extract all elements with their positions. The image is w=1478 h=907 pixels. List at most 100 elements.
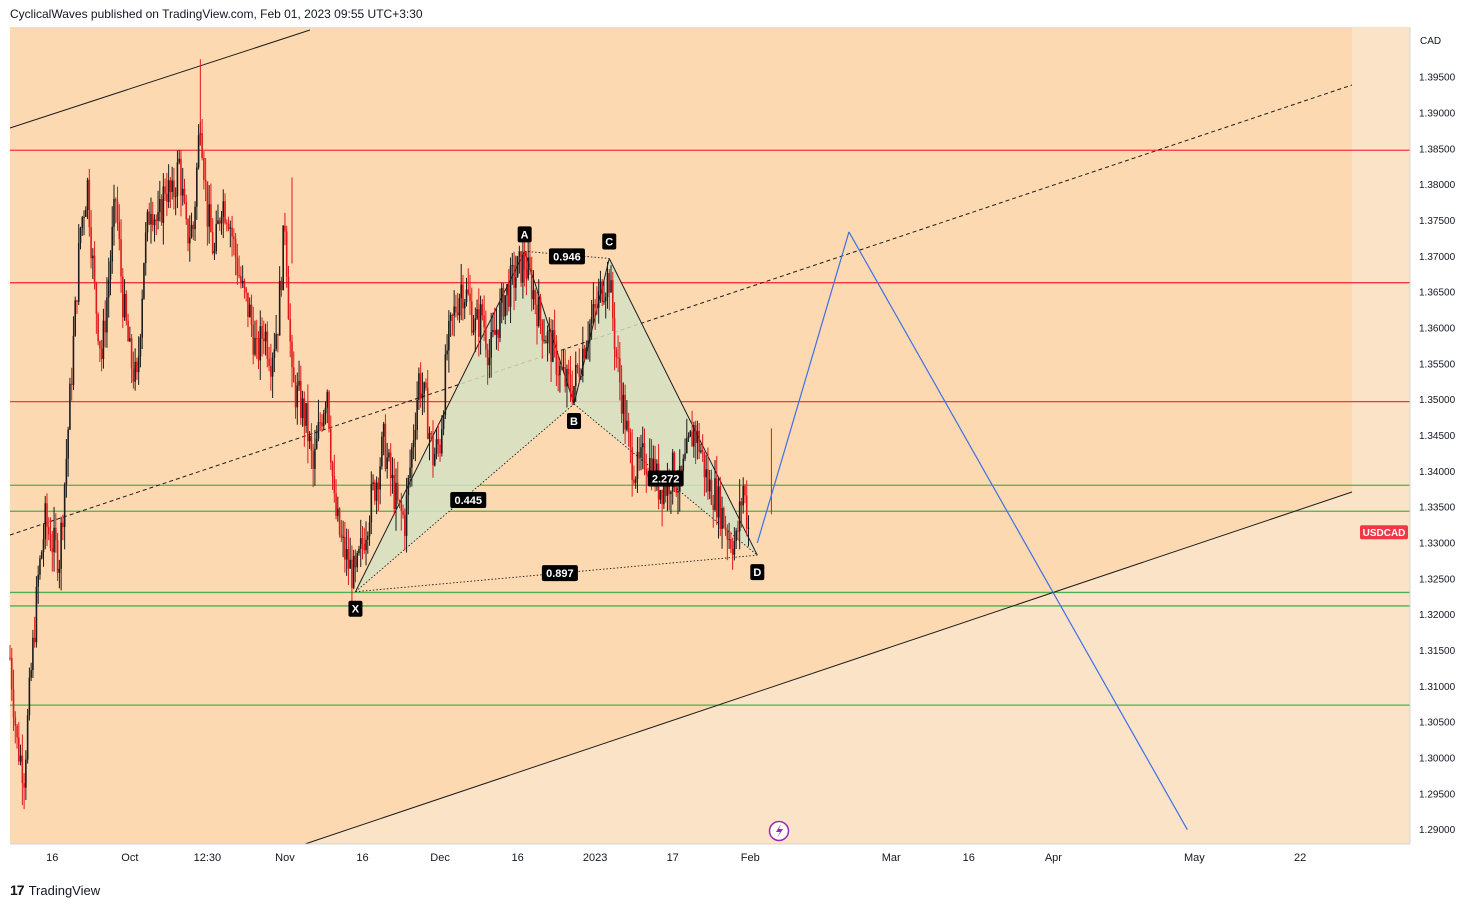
candle-body xyxy=(9,657,11,659)
candle-body xyxy=(159,199,161,213)
candle-body xyxy=(747,527,750,529)
price-tick-label: 1.37500 xyxy=(1419,216,1456,227)
time-tick-label: Nov xyxy=(275,852,295,864)
candle-body xyxy=(329,428,332,463)
candle-body xyxy=(502,287,505,317)
candle-body xyxy=(615,349,618,358)
candle-body xyxy=(240,275,242,284)
candle-body xyxy=(395,482,397,509)
publisher-line: CyclicalWaves published on TradingView.c… xyxy=(10,7,423,21)
candle-body xyxy=(261,326,263,339)
candle-body xyxy=(626,420,628,430)
candle-body xyxy=(467,289,470,294)
candle-body xyxy=(414,430,417,441)
tradingview-brand: TradingView xyxy=(28,882,101,898)
candle-body xyxy=(527,257,529,279)
candle-body xyxy=(530,269,533,300)
candle-body xyxy=(278,280,281,336)
candle-body xyxy=(363,544,366,551)
price-tick-label: 1.33500 xyxy=(1419,503,1456,514)
candle-body xyxy=(587,340,589,348)
flash-icon[interactable] xyxy=(768,820,790,842)
pattern-leg[interactable] xyxy=(608,258,758,556)
candle-body xyxy=(319,422,321,424)
candle-body xyxy=(328,391,330,429)
candle-body xyxy=(687,436,690,439)
candle-body xyxy=(282,225,284,291)
pattern-point-X: X xyxy=(352,604,360,616)
candle-body xyxy=(386,457,388,469)
channel-upper-line[interactable] xyxy=(9,29,311,129)
candle-body xyxy=(277,333,279,336)
price-tick-label: 1.32500 xyxy=(1419,574,1456,585)
candle-body xyxy=(342,536,344,538)
time-tick-label: 17 xyxy=(667,852,679,864)
pattern-point-badge xyxy=(567,412,581,429)
ratio-badge xyxy=(647,470,684,487)
candle-body xyxy=(243,280,246,289)
pattern-point-badge xyxy=(602,233,617,250)
candle-body xyxy=(664,484,667,496)
channel-lower-line[interactable] xyxy=(304,491,1353,845)
candle-body xyxy=(620,382,623,414)
candle-body xyxy=(314,448,316,469)
candle-body xyxy=(47,527,50,535)
candle-body xyxy=(641,443,644,448)
candle-body xyxy=(601,281,603,303)
candle-body xyxy=(405,495,408,536)
price-tick-label: 1.35500 xyxy=(1419,359,1456,370)
candle-body xyxy=(742,486,744,506)
candle-body xyxy=(291,341,293,368)
candle-body xyxy=(627,420,630,433)
candle-body xyxy=(435,439,438,454)
candle-body xyxy=(49,534,52,549)
candle-body xyxy=(21,755,24,784)
candle-body xyxy=(37,574,39,587)
candle-body xyxy=(693,425,695,447)
candle-body xyxy=(42,539,45,553)
candle-body xyxy=(224,201,226,223)
pattern-point-C: C xyxy=(605,236,613,248)
candle-body xyxy=(213,251,216,254)
candle-body xyxy=(99,341,101,349)
candle-body xyxy=(396,482,399,501)
candle-body xyxy=(449,314,452,321)
candle-body xyxy=(659,490,662,500)
candle-body xyxy=(592,304,595,318)
candle-body xyxy=(409,467,411,478)
candle-body xyxy=(178,158,180,163)
channel-median-line[interactable] xyxy=(9,84,1353,536)
candle-body xyxy=(511,265,514,267)
candle-body xyxy=(255,337,258,339)
candle-body xyxy=(703,452,706,478)
pattern-point-badge xyxy=(517,226,532,243)
candle-body xyxy=(58,568,61,573)
candle-body xyxy=(497,329,500,338)
pattern-leg[interactable] xyxy=(355,251,526,592)
candle-body xyxy=(694,425,697,443)
candle-body xyxy=(30,670,32,678)
price-tick-label: 1.36500 xyxy=(1419,288,1456,299)
candle-body xyxy=(322,413,325,427)
time-tick-label: Feb xyxy=(741,852,760,864)
candle-body xyxy=(23,783,25,788)
candle-body xyxy=(462,284,464,309)
candle-body xyxy=(402,511,404,516)
candle-body xyxy=(389,452,392,479)
candle-body xyxy=(352,555,355,588)
candle-body xyxy=(173,180,175,197)
candle-body xyxy=(292,367,295,383)
projection-line[interactable] xyxy=(756,231,850,544)
candle-body xyxy=(469,293,471,302)
ratio-label: 0.445 xyxy=(454,495,482,507)
candle-body xyxy=(55,527,57,541)
candle-body xyxy=(238,275,240,277)
candle-body xyxy=(578,367,581,377)
pattern-point-D: D xyxy=(753,567,761,579)
candle-body xyxy=(174,196,177,198)
projection-line[interactable] xyxy=(848,231,1188,830)
candle-body xyxy=(576,364,579,368)
candle-body xyxy=(610,280,612,293)
candle-body xyxy=(62,522,64,527)
